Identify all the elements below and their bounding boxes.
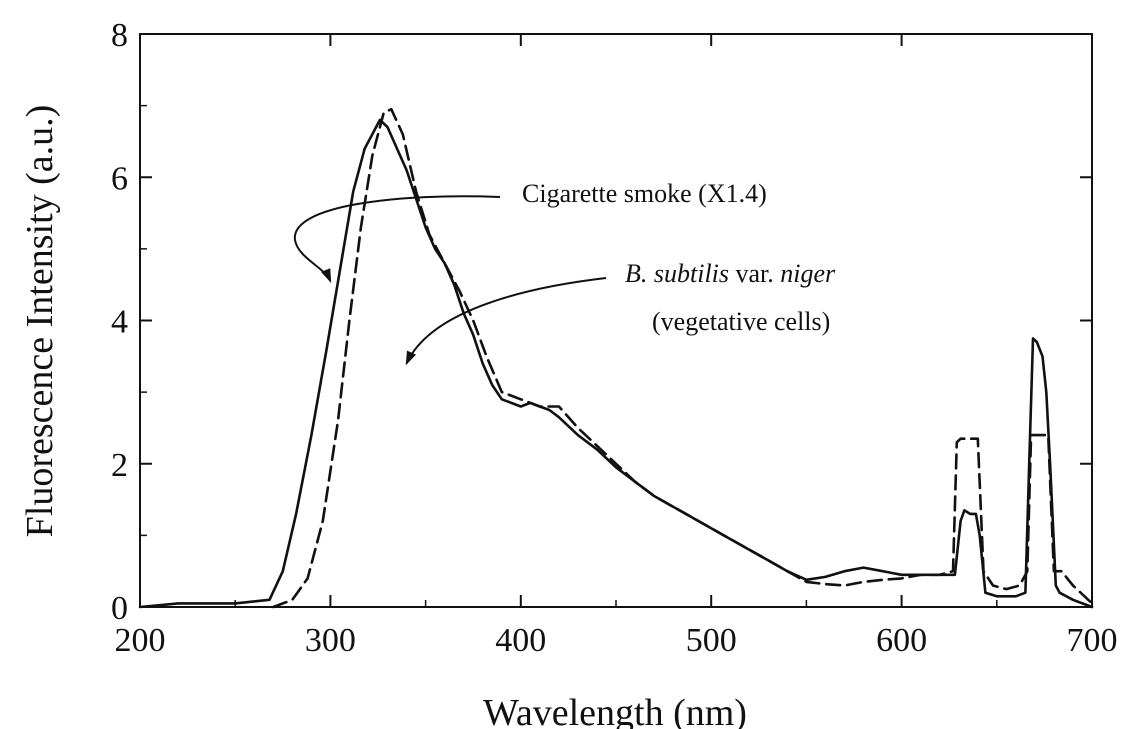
x-tick-label: 300 bbox=[305, 622, 356, 659]
x-tick-label: 600 bbox=[876, 622, 927, 659]
y-tick-label: 2 bbox=[111, 447, 128, 484]
dashed-series-line bbox=[271, 107, 1094, 609]
y-tick-label: 4 bbox=[111, 304, 128, 341]
annotation-cigarette-label: Cigarette smoke (X1.4) bbox=[522, 179, 767, 208]
annotation-cigarette-arrow bbox=[293, 195, 501, 283]
y-axis-label: Fluorescence Intensity (a.u.) bbox=[19, 105, 61, 538]
y-tick-label: 6 bbox=[111, 160, 128, 197]
x-tick-label: 400 bbox=[495, 622, 546, 659]
x-axis-label: Wavelength (nm) bbox=[483, 692, 747, 729]
y-tick-label: 0 bbox=[111, 590, 128, 627]
annotation-bsubtilis-arrow bbox=[405, 277, 607, 366]
y-tick-label: 8 bbox=[111, 17, 128, 54]
x-tick-label: 500 bbox=[686, 622, 737, 659]
x-tick-label: 700 bbox=[1067, 622, 1118, 659]
plot-frame bbox=[139, 33, 1093, 608]
annotation-bsubtilis-sublabel: (vegetative cells) bbox=[652, 307, 830, 336]
annotation-bsubtilis-label: B. subtilis var. niger bbox=[625, 259, 836, 288]
x-tick-label: 200 bbox=[115, 622, 166, 659]
